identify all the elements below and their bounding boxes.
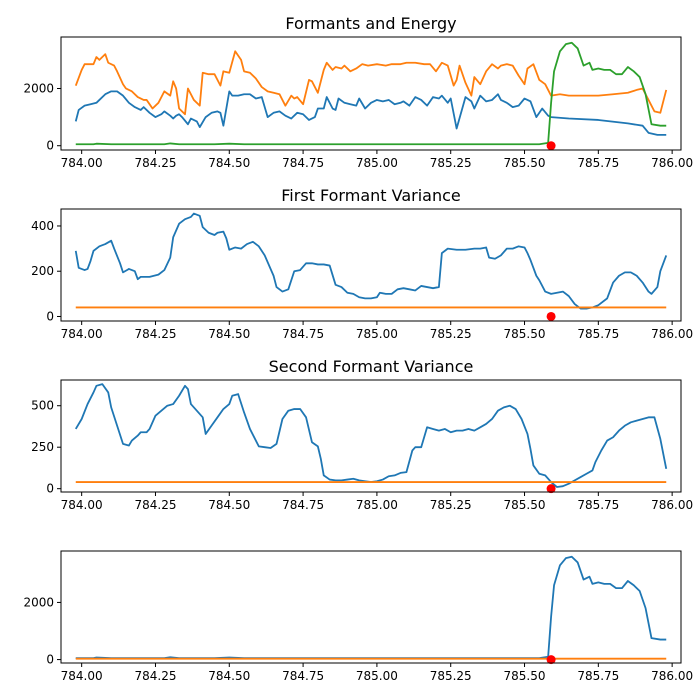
subplot-2: 784.00 784.25 784.50 784.75 785.00 785.25 785.… (31, 186, 693, 341)
axes-frame (60, 36, 682, 151)
y-tick-label: 0 (46, 653, 54, 667)
x-tick-label: 785.75 (577, 156, 619, 170)
x-tick-label: 785.50 (504, 156, 546, 170)
x-tick-label: 785.00 (356, 156, 398, 170)
highlight-marker (546, 655, 556, 665)
x-tick-label: 785.00 (356, 669, 398, 683)
axes-frame (60, 379, 682, 493)
series-line-1 (74, 90, 667, 136)
x-tick-label: 786.00 (651, 498, 693, 512)
chart-title: Second Formant Variance (269, 357, 474, 376)
x-tick-label: 784.25 (134, 669, 176, 683)
y-tick-label: 0 (46, 309, 54, 323)
series-line-1 (74, 383, 668, 488)
x-tick-label: 785.50 (504, 669, 546, 683)
x-tick-label: 785.75 (577, 498, 619, 512)
x-tick-label: 784.75 (282, 327, 324, 341)
y-tick-label: 2000 (23, 595, 54, 609)
x-tick-label: 784.25 (134, 327, 176, 341)
series-line-1 (75, 555, 667, 660)
x-tick-label: 784.00 (61, 669, 103, 683)
x-tick-label: 785.25 (430, 327, 472, 341)
x-tick-label: 784.50 (208, 327, 250, 341)
series-line-2 (74, 50, 668, 116)
x-tick-label: 785.25 (430, 669, 472, 683)
series-line-3 (75, 41, 667, 146)
series-group (75, 555, 667, 660)
x-tick-label: 784.00 (61, 156, 103, 170)
x-tick-label: 784.25 (134, 498, 176, 512)
x-tick-label: 784.50 (208, 156, 250, 170)
y-tick-label: 250 (31, 440, 54, 454)
x-tick-label: 784.00 (61, 327, 103, 341)
x-tick-label: 784.75 (282, 669, 324, 683)
x-tick-label: 784.00 (61, 498, 103, 512)
series-group (74, 383, 668, 488)
highlight-marker (546, 141, 556, 151)
chart-title: First Formant Variance (281, 186, 460, 205)
axes-frame (60, 550, 682, 664)
x-tick-label: 786.00 (651, 669, 693, 683)
chart-title: Formants and Energy (285, 14, 456, 33)
subplot-4: 784.00 784.25 784.50 784.75 785.00 785.25 785.… (23, 550, 693, 683)
x-tick-label: 785.25 (430, 156, 472, 170)
axes-frame (60, 208, 682, 322)
x-tick-label: 784.75 (282, 498, 324, 512)
series-line-1 (74, 212, 668, 310)
x-tick-label: 784.25 (134, 156, 176, 170)
highlight-marker (546, 311, 556, 321)
x-tick-label: 784.50 (208, 669, 250, 683)
y-tick-label: 200 (31, 264, 54, 278)
x-tick-label: 786.00 (651, 327, 693, 341)
x-tick-label: 785.75 (577, 669, 619, 683)
y-tick-label: 2000 (23, 81, 54, 95)
x-tick-label: 784.50 (208, 498, 250, 512)
y-tick-label: 0 (46, 139, 54, 153)
subplot-1: 784.00 784.25 784.50 784.75 785.00 785.25 785.… (23, 14, 693, 170)
x-tick-label: 784.75 (282, 156, 324, 170)
x-tick-label: 785.75 (577, 327, 619, 341)
x-tick-label: 785.25 (430, 498, 472, 512)
series-group (74, 41, 668, 146)
x-tick-label: 785.50 (504, 327, 546, 341)
y-tick-label: 500 (31, 399, 54, 413)
x-tick-label: 785.50 (504, 498, 546, 512)
subplot-3: 784.00 784.25 784.50 784.75 785.00 785.25 785.… (31, 357, 693, 512)
highlight-marker (546, 484, 556, 494)
y-tick-label: 400 (31, 219, 54, 233)
series-group (74, 212, 668, 310)
x-tick-label: 785.00 (356, 327, 398, 341)
x-tick-label: 785.00 (356, 498, 398, 512)
x-tick-label: 786.00 (651, 156, 693, 170)
y-tick-label: 0 (46, 482, 54, 496)
